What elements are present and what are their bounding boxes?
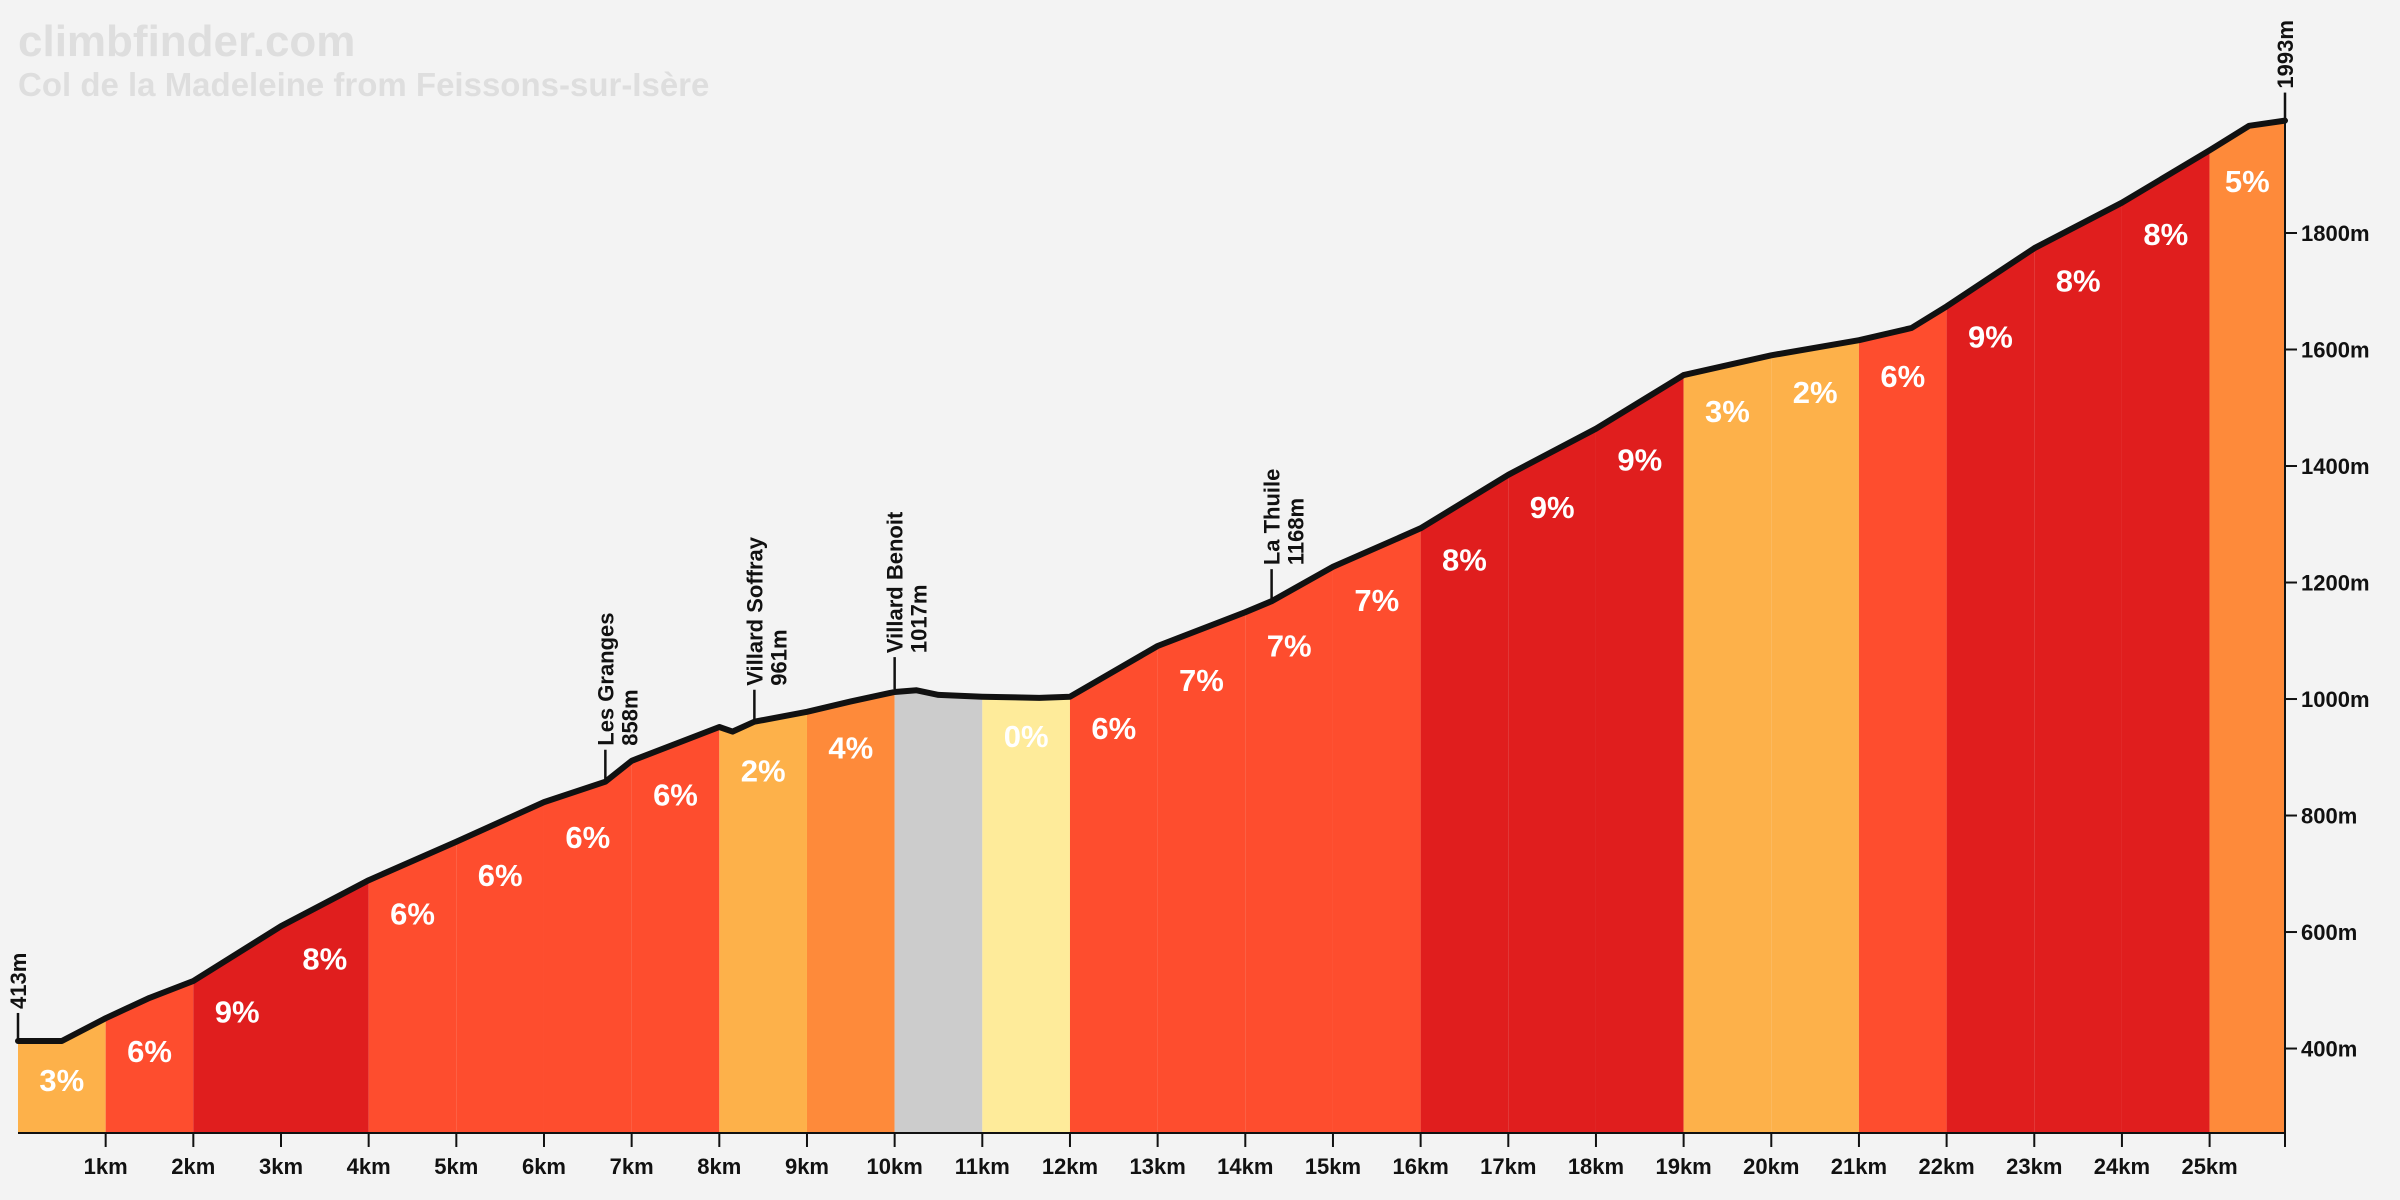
gradient-label: 6%: [1091, 711, 1136, 746]
gradient-band: [631, 120, 720, 1133]
x-tick-label: 16km: [1392, 1154, 1448, 1179]
waypoint-elevation: 858m: [617, 689, 642, 745]
gradient-band: [2121, 120, 2210, 1133]
gradient-band: [1771, 120, 1859, 1133]
y-tick-label: 1800m: [2301, 221, 2370, 246]
gradient-band: [806, 120, 895, 1133]
gradient-label: 3%: [39, 1063, 84, 1098]
gradient-band: [105, 120, 194, 1133]
x-tick-label: 19km: [1655, 1154, 1711, 1179]
gradient-band: [982, 120, 1070, 1133]
y-tick-label: 1000m: [2301, 687, 2370, 712]
x-tick-label: 14km: [1217, 1154, 1273, 1179]
y-tick-label: 1400m: [2301, 454, 2370, 479]
gradient-band: [1069, 120, 1158, 1133]
x-tick-label: 8km: [697, 1154, 741, 1179]
x-tick-label: 22km: [1918, 1154, 1974, 1179]
gradient-band: [1245, 120, 1333, 1133]
gradient-band: [18, 120, 106, 1133]
x-tick-label: 20km: [1743, 1154, 1799, 1179]
x-tick-label: 5km: [434, 1154, 478, 1179]
gradient-label: 9%: [1968, 320, 2013, 355]
x-tick-label: 3km: [259, 1154, 303, 1179]
gradient-label: 2%: [741, 754, 786, 789]
gradient-label: 7%: [1267, 629, 1312, 664]
x-tick-label: 12km: [1042, 1154, 1098, 1179]
waypoint-name: Villard Soffray: [742, 536, 767, 686]
gradient-label: 8%: [1442, 542, 1487, 577]
gradient-label: 2%: [1793, 375, 1838, 410]
gradient-band: [543, 120, 632, 1133]
x-tick-label: 18km: [1568, 1154, 1624, 1179]
gradient-label: 7%: [1179, 663, 1224, 698]
gradient-band: [368, 120, 457, 1133]
gradient-band: [1683, 120, 1772, 1133]
x-tick-label: 1km: [84, 1154, 128, 1179]
gradient-band: [1508, 120, 1596, 1133]
gradient-band: [456, 120, 544, 1133]
y-tick-label: 600m: [2301, 920, 2357, 945]
gradient-band: [1595, 120, 1684, 1133]
gradient-label: 0%: [1004, 719, 1049, 754]
x-tick-label: 17km: [1480, 1154, 1536, 1179]
gradient-label: 6%: [653, 778, 698, 813]
x-tick-label: 24km: [2094, 1154, 2150, 1179]
x-tick-label: 6km: [522, 1154, 566, 1179]
y-tick-label: 1200m: [2301, 571, 2370, 596]
gradient-label: 7%: [1354, 583, 1399, 618]
x-tick-label: 25km: [2181, 1154, 2237, 1179]
y-tick-label: 400m: [2301, 1037, 2357, 1062]
gradient-band: [2209, 120, 2285, 1133]
x-tick-label: 23km: [2006, 1154, 2062, 1179]
gradient-label: 9%: [1617, 443, 1662, 478]
waypoint-elevation: 1168m: [1284, 498, 1309, 565]
gradient-label: 4%: [828, 731, 873, 766]
gradient-label: 6%: [565, 820, 610, 855]
y-tick-label: 1600m: [2301, 338, 2370, 363]
gradient-bands: [18, 120, 2285, 1133]
x-tick-label: 13km: [1129, 1154, 1185, 1179]
waypoint-name: Villard Benoit: [883, 511, 908, 653]
gradient-label: 6%: [1880, 359, 1925, 394]
gradient-band: [894, 120, 983, 1133]
elevation-line: [15, 117, 2288, 1044]
waypoint-name: La Thuile: [1260, 469, 1285, 566]
waypoint-elevation: 961m: [766, 629, 791, 685]
gradient-label: 8%: [2056, 263, 2101, 298]
climb-title: Col de la Madeleine from Feissons-sur-Is…: [18, 66, 709, 103]
gradient-label: 8%: [302, 941, 347, 976]
gradient-label: 6%: [390, 896, 435, 931]
summit-elevation: 1993m: [2273, 20, 2298, 89]
gradient-label: 6%: [127, 1034, 172, 1069]
x-tick-label: 4km: [347, 1154, 391, 1179]
x-tick-label: 2km: [171, 1154, 215, 1179]
gradient-band: [1946, 120, 2035, 1133]
waypoint-elevation: 1017m: [907, 585, 932, 654]
gradient-band: [1858, 120, 1947, 1133]
gradient-label: 5%: [2225, 164, 2270, 199]
x-tick-label: 15km: [1305, 1154, 1361, 1179]
gradient-band: [1332, 120, 1421, 1133]
gradient-band: [193, 120, 281, 1133]
start-elevation: 413m: [6, 953, 31, 1009]
waypoint-name: Les Granges: [593, 612, 618, 745]
gradient-label: 9%: [215, 995, 260, 1030]
x-tick-label: 9km: [785, 1154, 829, 1179]
x-tick-label: 21km: [1831, 1154, 1887, 1179]
x-tick-label: 7km: [610, 1154, 654, 1179]
gradient-label: 8%: [2143, 217, 2188, 252]
gradient-label: 6%: [478, 858, 523, 893]
site-title: climbfinder.com: [18, 17, 355, 66]
y-tick-label: 800m: [2301, 804, 2357, 829]
gradient-label: 3%: [1705, 394, 1750, 429]
gradient-label: 9%: [1530, 490, 1575, 525]
gradient-band: [1157, 120, 1246, 1133]
gradient-band: [2034, 120, 2122, 1133]
x-tick-label: 10km: [867, 1154, 923, 1179]
x-tick-label: 11km: [955, 1154, 1010, 1179]
